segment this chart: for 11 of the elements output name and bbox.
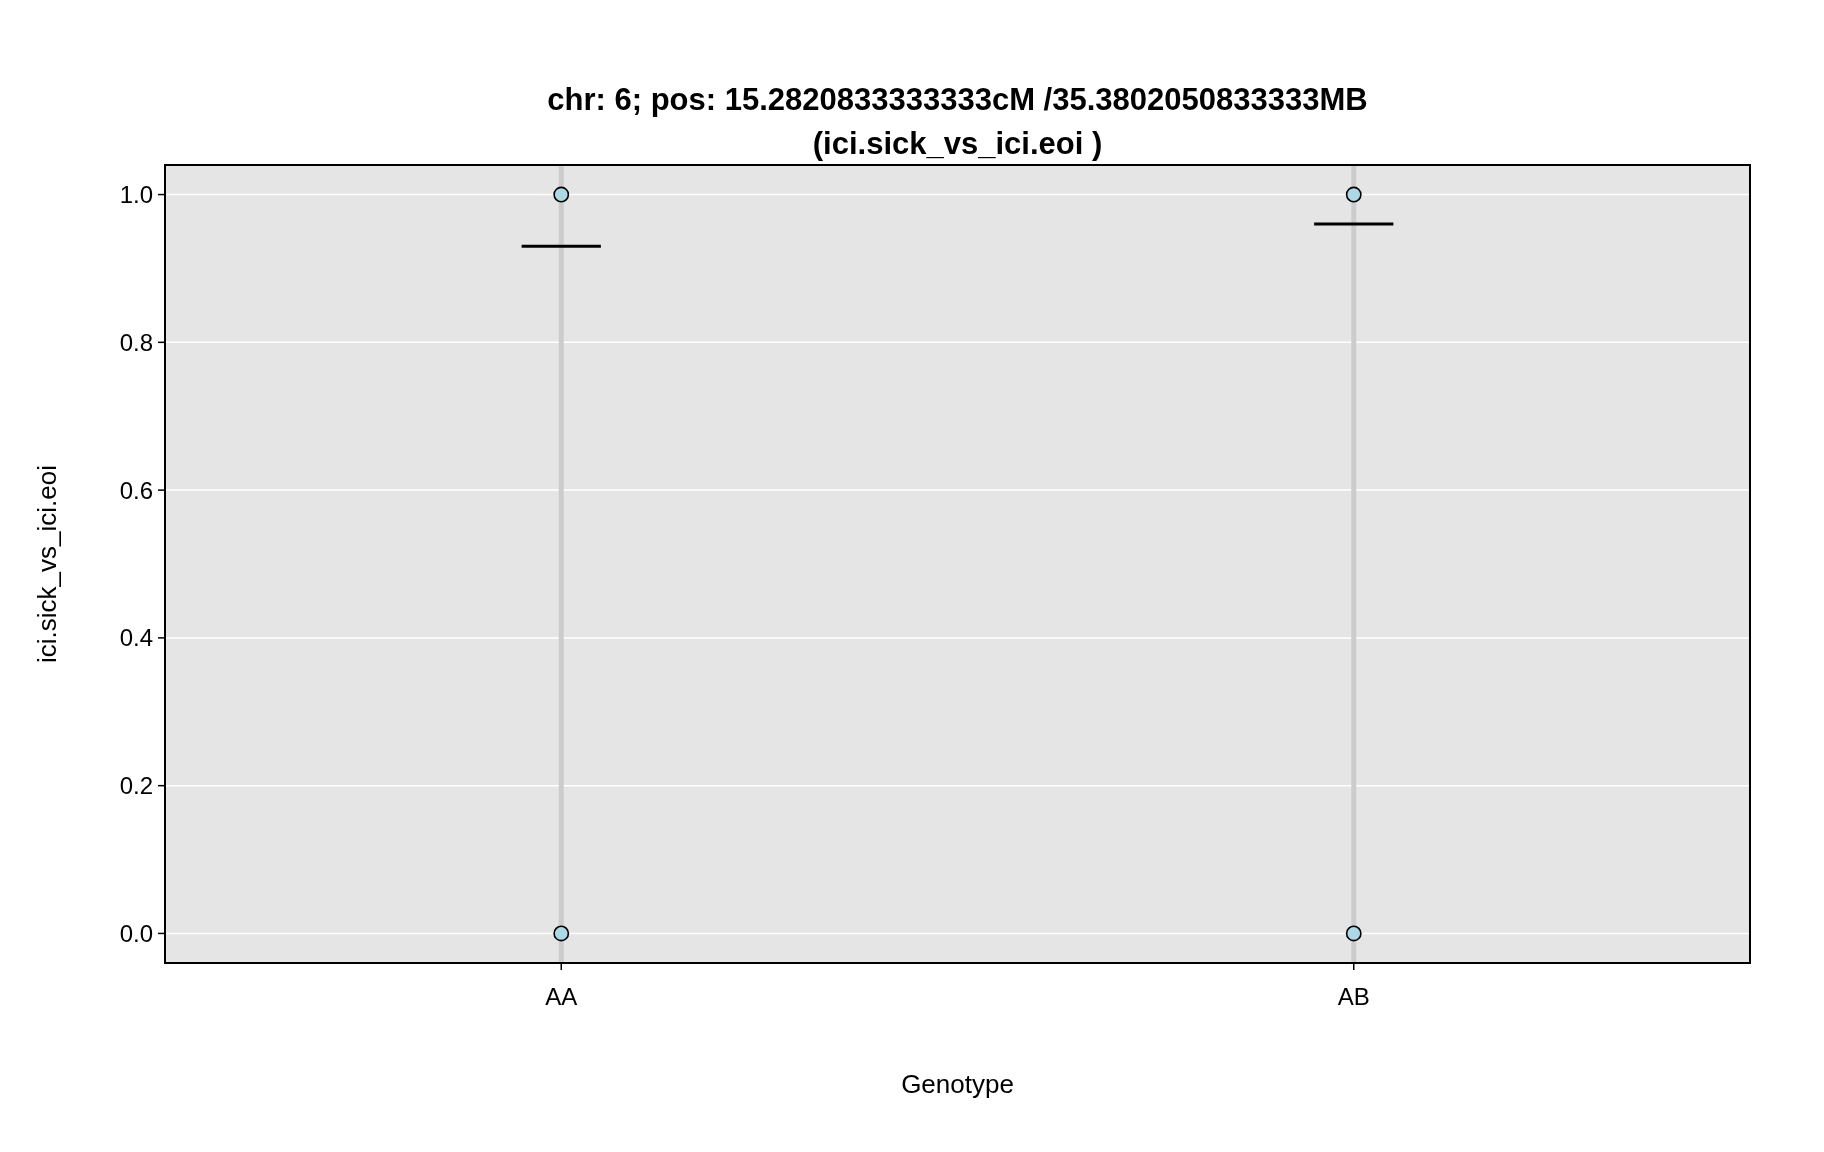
- y-axis-title: ici.sick_vs_ici.eoi: [32, 465, 62, 663]
- y-tick-label: 0.4: [119, 624, 153, 652]
- chart-title: chr: 6; pos: 15.2820833333333cM /35.3802050833333MB (ici.sick_vs_ici.eoi ): [547, 82, 1368, 161]
- x-tick-label: AB: [1337, 983, 1370, 1010]
- y-tick-label: 0.2: [119, 772, 153, 800]
- y-tick-label: 0.0: [119, 919, 153, 947]
- y-tick-label: 0.6: [119, 476, 153, 504]
- x-tick-label: AA: [545, 983, 578, 1010]
- y-tick-label: 1.0: [119, 180, 153, 208]
- y-tick-label: 0.8: [119, 328, 153, 356]
- x-axis-title: Genotype: [901, 1069, 1014, 1099]
